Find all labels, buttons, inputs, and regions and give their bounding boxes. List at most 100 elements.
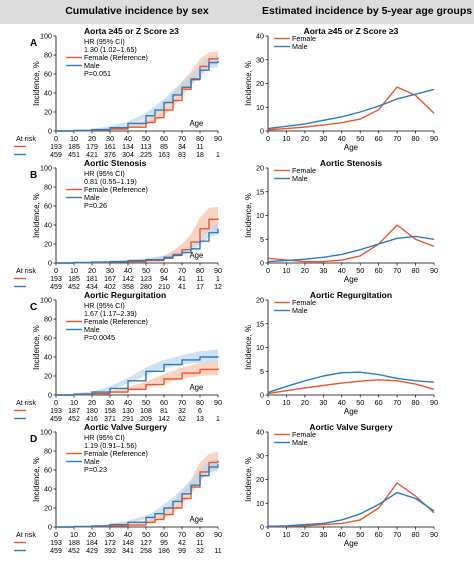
at-risk-label: At risk [16,266,36,275]
x-tick-label: 70 [178,266,186,275]
confidence-band-male [56,457,218,527]
panel-letter: D [30,434,37,445]
x-tick-label: 90 [430,530,438,539]
chart-panel-d-cumulative: D Aortic Valve Surgery 0 20 40 60 80 100 0 10 20 30… [14,422,222,555]
y-tick-label: 100 [40,164,52,173]
legend-entry-female: Female [292,166,316,175]
x-tick-label: 30 [319,134,327,143]
x-tick-label: 40 [338,266,346,275]
at-risk-female-count: 42 [178,540,186,547]
at-risk-female-count: 179 [86,144,98,151]
at-risk-male-count: 452 [68,284,80,291]
at-risk-male-count: 434 [86,284,98,291]
chart-panel-c-cumulative: C Aortic Regurgitation 0 20 40 60 80 100 0 10 20 30… [14,290,222,423]
x-tick-label: 0 [54,266,58,275]
x-tick-label: 40 [124,266,132,275]
y-tick-label: 0 [260,391,264,400]
chart-title: Aorta ≥45 or Z Score ≥3 [84,26,179,36]
series-line-male [267,491,435,527]
y-tick-label: 0 [48,127,52,136]
legend-entry-female: Female (Reference) [84,317,148,326]
x-tick-label: 70 [393,530,401,539]
y-axis-label: Incidence, % [244,193,253,238]
x-tick-label: 80 [196,398,204,407]
x-tick-label: 60 [375,134,383,143]
y-tick-label: 60 [44,466,52,475]
p-value: P=0.0045 [84,333,115,342]
y-axis-label: Incidence, % [244,61,253,106]
x-tick-label: 30 [319,266,327,275]
y-tick-label: 40 [256,32,264,41]
at-risk-female-count: 6 [198,408,202,415]
series-line-male [56,464,219,528]
x-tick-label: 0 [266,530,270,539]
hr-label: HR (95% CI) [84,433,125,442]
x-tick-label: 30 [319,530,327,539]
x-tick-label: 0 [266,266,270,275]
confidence-band-male [56,223,218,263]
legend-entry-female: Female [292,430,316,439]
at-risk-male-count: 32 [196,548,204,555]
chart-title: Aortic Stenosis [84,158,147,168]
y-axis-label: Incidence, % [32,61,41,106]
y-tick-label: 20 [256,475,264,484]
x-tick-label: 40 [124,398,132,407]
y-tick-label: 0 [260,259,264,268]
x-tick-label: 30 [319,398,327,407]
x-axis-label: Age [344,539,359,548]
y-tick-label: 20 [44,240,52,249]
x-axis-label: Age [344,275,359,284]
at-risk-male-count: 18 [196,152,204,159]
y-tick-label: 80 [44,447,52,456]
legend-entry-female: Female [292,298,316,307]
at-risk-label: At risk [16,134,36,143]
x-tick-label: 10 [70,266,78,275]
y-tick-label: 10 [256,211,264,220]
x-tick-label: 80 [196,530,204,539]
y-axis-label: Incidence, % [32,193,41,238]
y-tick-label: 20 [44,504,52,513]
at-risk-male-count: 1 [216,152,220,159]
x-tick-label: 70 [393,134,401,143]
column-header-bar: Cumulative incidence by sex Estimated in… [0,0,474,24]
at-risk-female-count: 41 [178,276,186,283]
x-tick-label: 90 [430,134,438,143]
y-tick-label: 0 [48,523,52,532]
panel-letter: B [30,170,37,181]
x-tick-label: 50 [142,398,150,407]
at-risk-male-count: 416 [86,416,98,423]
hr-value: 1.67 (1.17–2.39) [84,309,137,318]
chart-title: Aorta ≥45 or Z Score ≥3 [304,26,399,36]
x-tick-label: 30 [106,134,114,143]
at-risk-male-count: 13 [196,416,204,423]
at-risk-female-count: 167 [104,276,116,283]
x-axis-label: Age [344,407,359,416]
legend-entry-male: Male [84,61,100,70]
legend-entry-female: Female (Reference) [84,185,148,194]
series-line-female [267,86,435,131]
at-risk-female-count: 108 [140,408,152,415]
hr-value: 1.30 (1.02–1.65) [84,45,137,54]
x-tick-label: 70 [178,398,186,407]
x-tick-label: 20 [88,134,96,143]
x-tick-label: 50 [356,530,364,539]
hr-label: HR (95% CI) [84,169,125,178]
at-risk-female-count: 85 [160,144,168,151]
x-tick-label: 20 [301,134,309,143]
x-axis-label: Age [189,119,203,128]
y-tick-label: 40 [256,428,264,437]
x-tick-label: 50 [142,530,150,539]
y-tick-label: 100 [40,428,52,437]
y-tick-label: 0 [260,127,264,136]
x-tick-label: 60 [375,530,383,539]
x-tick-label: 20 [301,530,309,539]
at-risk-female-count: 193 [50,144,62,151]
x-tick-label: 20 [301,398,309,407]
at-risk-female-count: 1 [216,276,220,283]
at-risk-female-count: 142 [122,276,134,283]
legend-entry-female: Female (Reference) [84,53,148,62]
x-tick-label: 50 [356,266,364,275]
y-tick-label: 15 [256,319,264,328]
y-tick-label: 100 [40,32,52,41]
